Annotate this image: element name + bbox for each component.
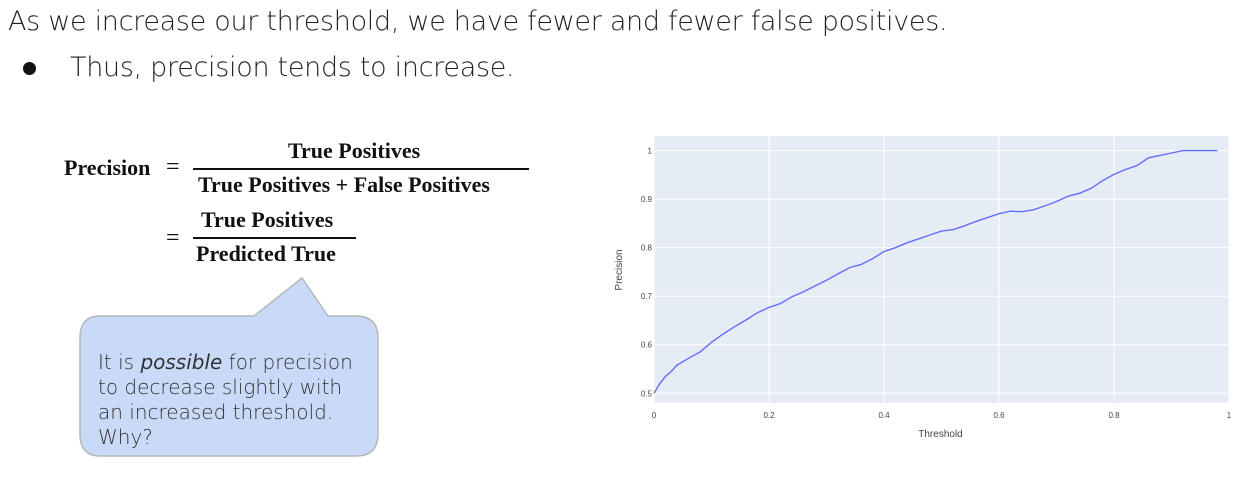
x-tick-label: 1 — [1227, 411, 1232, 420]
slide-heading: As we increase our threshold, we have fe… — [8, 6, 948, 37]
x-tick-label: 0.2 — [763, 411, 775, 420]
formula-denominator-1: True Positives + False Positives — [198, 172, 490, 197]
formula-equals-1: = — [166, 154, 180, 180]
bullet-point-icon — [23, 62, 36, 75]
x-axis-label: Threshold — [918, 429, 962, 440]
y-tick-label: 0.5 — [641, 389, 653, 398]
y-tick-label: 0.9 — [641, 195, 653, 204]
formula-numerator-1: True Positives — [288, 138, 421, 163]
y-tick-label: 0.8 — [641, 244, 653, 253]
x-tick-label: 0.4 — [878, 411, 890, 420]
formula-equals-2: = — [166, 225, 180, 251]
plot-background — [654, 136, 1229, 403]
x-tick-label: 0.6 — [993, 411, 1005, 420]
precision-line — [653, 149, 1218, 394]
callout-emphasis: possible — [140, 350, 223, 374]
y-tick-label: 1 — [648, 147, 653, 156]
bullet-text: Thus, precision tends to increase. — [70, 52, 515, 83]
y-tick-label: 0.6 — [641, 341, 653, 350]
x-tick-label: 0.8 — [1108, 411, 1120, 420]
x-tick-label: 0 — [652, 411, 657, 420]
callout-text: It is possible for precision to decrease… — [98, 350, 353, 449]
formula-denominator-2: Predicted True — [196, 241, 336, 266]
formula-numerator-2: True Positives — [201, 207, 334, 232]
fraction-bar-1 — [193, 168, 529, 170]
y-axis-label: Precision — [614, 249, 625, 290]
y-tick-label: 0.7 — [641, 292, 653, 301]
formula-lhs: Precision — [64, 155, 151, 180]
fraction-bar-2 — [193, 237, 356, 239]
